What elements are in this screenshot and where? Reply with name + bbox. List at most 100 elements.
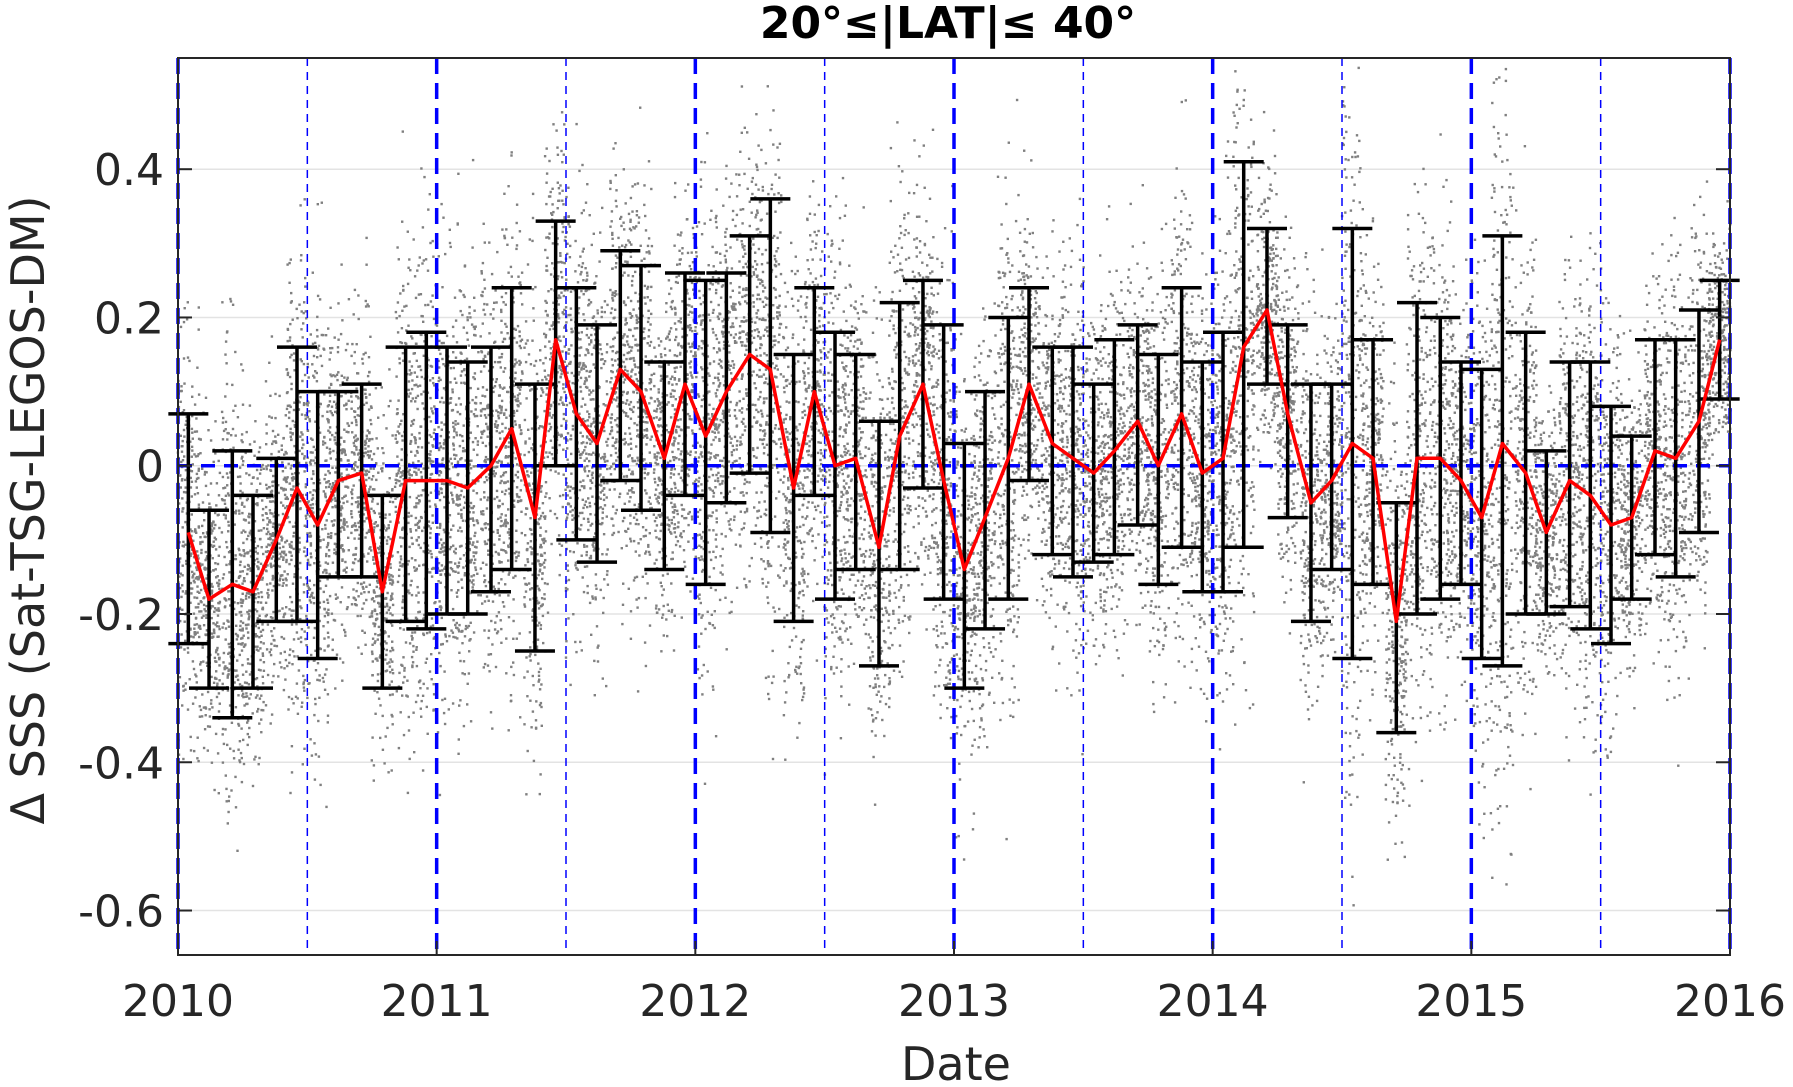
scatter-point: [203, 624, 205, 626]
scatter-point: [386, 543, 388, 545]
scatter-point: [357, 372, 359, 374]
scatter-point: [208, 708, 210, 710]
scatter-point: [403, 305, 405, 307]
scatter-point: [180, 596, 182, 598]
scatter-point: [382, 452, 384, 454]
scatter-point: [452, 501, 454, 503]
scatter-point: [189, 678, 191, 680]
scatter-point: [249, 404, 251, 406]
scatter-point: [441, 397, 443, 399]
scatter-point: [183, 321, 185, 323]
scatter-point: [329, 395, 331, 397]
scatter-point: [314, 342, 316, 344]
scatter-point: [221, 626, 223, 628]
scatter-point: [224, 395, 226, 397]
scatter-point: [344, 451, 346, 453]
scatter-point: [262, 629, 264, 631]
scatter-point: [232, 410, 234, 412]
scatter-point: [297, 638, 299, 640]
scatter-point: [198, 525, 200, 527]
scatter-point: [391, 593, 393, 595]
scatter-point: [331, 467, 333, 469]
scatter-point: [421, 446, 423, 448]
scatter-point: [377, 634, 379, 636]
scatter-point: [312, 470, 314, 472]
scatter-point: [241, 456, 243, 458]
scatter-point: [281, 461, 283, 463]
scatter-point: [207, 725, 209, 727]
scatter-point: [355, 553, 357, 555]
scatter-point: [323, 348, 325, 350]
scatter-point: [412, 645, 414, 647]
scatter-point: [438, 255, 440, 257]
scatter-point: [266, 648, 268, 650]
scatter-point: [302, 675, 304, 677]
scatter-point: [198, 592, 200, 594]
scatter-point: [304, 455, 306, 457]
scatter-point: [329, 347, 331, 349]
scatter-point: [354, 416, 356, 418]
scatter-point: [414, 400, 416, 402]
scatter-point: [370, 407, 372, 409]
scatter-point: [453, 454, 455, 456]
scatter-point: [421, 402, 423, 404]
scatter-point: [369, 584, 371, 586]
scatter-point: [286, 392, 288, 394]
scatter-point: [242, 570, 244, 572]
scatter-point: [238, 549, 240, 551]
scatter-point: [316, 316, 318, 318]
scatter-point: [272, 475, 274, 477]
scatter-point: [370, 450, 372, 452]
scatter-point: [376, 691, 378, 693]
scatter-point: [218, 579, 220, 581]
scatter-point: [386, 669, 388, 671]
scatter-point: [366, 435, 368, 437]
scatter-point: [371, 612, 373, 614]
scatter-point: [287, 374, 289, 376]
scatter-point: [309, 738, 311, 740]
scatter-point: [381, 447, 383, 449]
scatter-point: [248, 565, 250, 567]
scatter-point: [317, 295, 319, 297]
scatter-point: [259, 697, 261, 699]
scatter-point: [363, 452, 365, 454]
scatter-point: [283, 638, 285, 640]
scatter-point: [340, 437, 342, 439]
scatter-point: [201, 693, 203, 695]
scatter-point: [199, 663, 201, 665]
scatter-point: [347, 459, 349, 461]
scatter-point: [327, 715, 329, 717]
scatter-point: [218, 625, 220, 627]
scatter-point: [248, 593, 250, 595]
scatter-point: [287, 340, 289, 342]
scatter-point: [386, 662, 388, 664]
scatter-point: [357, 396, 359, 398]
scatter-point: [185, 682, 187, 684]
scatter-point: [192, 703, 194, 705]
scatter-point: [287, 573, 289, 575]
scatter-point: [437, 426, 439, 428]
scatter-point: [210, 702, 212, 704]
scatter-point: [198, 576, 200, 578]
scatter-point: [271, 713, 273, 715]
scatter-point: [201, 468, 203, 470]
scatter-point: [211, 617, 213, 619]
scatter-point: [329, 448, 331, 450]
scatter-point: [213, 682, 215, 684]
scatter-point: [308, 500, 310, 502]
scatter-point: [453, 430, 455, 432]
scatter-point: [343, 518, 345, 520]
scatter-point: [292, 650, 294, 652]
scatter-point: [355, 419, 357, 421]
scatter-point: [217, 514, 219, 516]
scatter-point: [236, 659, 238, 661]
scatter-point: [389, 400, 391, 402]
scatter-point: [225, 774, 227, 776]
scatter-point: [249, 532, 251, 534]
scatter-point: [288, 654, 290, 656]
scatter-point: [422, 769, 424, 771]
scatter-point: [351, 451, 353, 453]
scatter-point: [395, 511, 397, 513]
scatter-point: [406, 680, 408, 682]
scatter-point: [235, 502, 237, 504]
